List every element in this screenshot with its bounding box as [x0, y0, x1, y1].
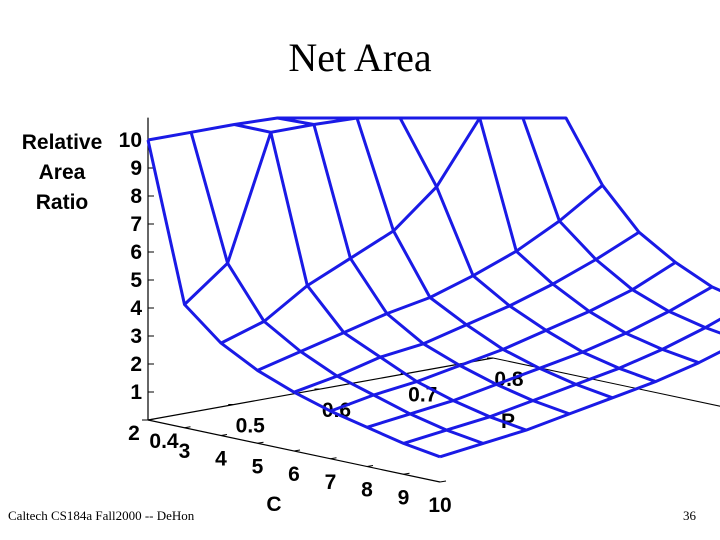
surface-line-const-p — [189, 131, 484, 445]
surface-line-const-c — [147, 116, 493, 142]
c-axis-title: C — [266, 493, 281, 516]
surface-line-const-p — [233, 123, 527, 432]
surface-line-const-c — [256, 184, 604, 372]
surface-line-const-p — [320, 116, 614, 400]
z-axis-label-line: Area — [38, 161, 86, 184]
p-tick-label: 0.5 — [236, 415, 266, 438]
z-tick-label: 6 — [130, 241, 142, 264]
c-tick-label: 4 — [215, 448, 227, 471]
c-tick-label: 2 — [128, 422, 140, 445]
surface-line-const-p — [363, 116, 657, 384]
surface-line-const-p — [146, 139, 441, 459]
z-tick-label: 4 — [130, 297, 142, 320]
c-tick-mark — [184, 426, 191, 429]
c-tick-label: 10 — [428, 494, 451, 517]
page-number: 36 — [683, 508, 696, 523]
c-tick-label: 7 — [325, 471, 337, 494]
p-tick-label: 0.4 — [149, 430, 179, 453]
surface-line-const-p — [277, 116, 570, 416]
c-tick-mark — [439, 480, 447, 483]
slide-title: Net Area — [288, 35, 432, 80]
surface-line-const-p — [493, 116, 720, 293]
z-tick-label: 3 — [130, 325, 142, 348]
c-tick-mark — [366, 465, 374, 467]
c-tick-mark — [330, 457, 337, 460]
z-tick-label: 8 — [130, 185, 142, 208]
c-tick-label: 5 — [252, 455, 264, 478]
z-axis-label-line: Relative — [21, 131, 103, 154]
z-tick-label: 2 — [130, 353, 142, 376]
c-tick-mark — [220, 434, 228, 436]
z-tick-label: 7 — [130, 213, 142, 236]
z-tick-label: 10 — [119, 129, 142, 152]
z-axis-label: Relative Area Ratio — [14, 128, 110, 218]
c-tick-mark — [257, 441, 264, 444]
p-axis-title: P — [501, 410, 515, 433]
c-tick-label: 3 — [179, 440, 191, 463]
z-tick-label: 1 — [130, 381, 142, 404]
c-tick-label: 6 — [288, 463, 300, 486]
c-tick-label: 9 — [398, 486, 410, 509]
footer-credit: Caltech CS184a Fall2000 -- DeHon — [8, 508, 195, 523]
c-tick-mark — [293, 449, 301, 452]
z-tick-label: 9 — [130, 157, 142, 180]
c-tick-label: 8 — [361, 479, 373, 502]
z-tick-label: 5 — [130, 269, 142, 292]
c-tick-mark — [147, 418, 155, 421]
p-tick-label: 0.7 — [408, 384, 437, 407]
c-tick-mark — [403, 472, 410, 475]
z-axis-label-line: Ratio — [35, 191, 89, 214]
